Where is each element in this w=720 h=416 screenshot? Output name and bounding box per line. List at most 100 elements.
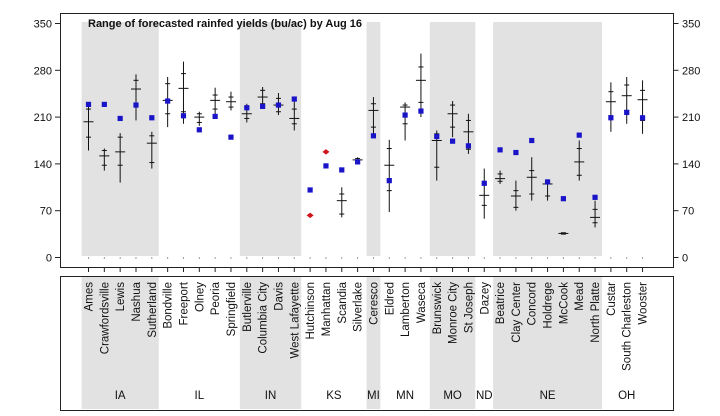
forecast-marker-blue — [212, 113, 218, 120]
site-label: Brunswick — [432, 282, 444, 335]
baseline-dot — [246, 257, 248, 259]
baseline-dot — [499, 257, 501, 259]
forecast-marker-blue — [449, 138, 456, 144]
state-label: MI — [367, 390, 380, 402]
forecast-marker-blue — [117, 115, 123, 122]
site-label: Mead — [574, 282, 586, 311]
forecast-marker-blue — [244, 105, 250, 111]
site-label: Dazey — [479, 282, 491, 315]
baseline-dot — [230, 257, 232, 259]
site-label: Holdrege — [543, 282, 555, 329]
site-label: McCook — [558, 282, 570, 324]
baseline-dot — [436, 257, 438, 259]
forecast-marker-blue — [544, 179, 551, 185]
baseline-dot — [451, 257, 454, 259]
forecast-marker-blue — [497, 147, 503, 153]
forecast-marker-red — [306, 212, 314, 219]
baseline-dot — [325, 257, 327, 259]
site-label: Manhattan — [321, 282, 333, 336]
site-label: St Joseph — [463, 282, 475, 333]
forecast-marker-blue — [307, 187, 313, 193]
state-label: MN — [396, 390, 414, 402]
y-tick-label-left: 210 — [34, 112, 52, 124]
site-label: West Lafayette — [289, 282, 301, 359]
baseline-dot — [531, 257, 533, 259]
forecast-marker-blue — [355, 159, 361, 165]
baseline-dot — [467, 257, 470, 259]
forecast-marker-blue — [149, 115, 155, 121]
baseline-dot — [578, 257, 580, 259]
forecast-marker-blue — [513, 149, 519, 156]
forecast-marker-blue — [639, 115, 646, 121]
forecast-marker-blue — [228, 134, 234, 140]
site-label: Butlerville — [242, 282, 254, 332]
state-band-ne — [493, 22, 602, 256]
forecast-marker-blue — [576, 132, 582, 138]
baseline-dot — [167, 257, 169, 259]
state-band-mi — [366, 22, 381, 256]
forecast-marker-blue — [624, 109, 630, 116]
baseline-dot — [87, 257, 90, 259]
site-label: Scandia — [337, 281, 349, 323]
state-label-band-in — [239, 277, 302, 409]
forecast-marker-blue — [529, 137, 535, 144]
plot-frame — [60, 13, 674, 268]
site-label: South Charleston — [622, 282, 634, 371]
baseline-dot — [103, 257, 105, 259]
forecast-marker-blue — [323, 163, 329, 169]
baseline-dot — [404, 257, 406, 259]
baseline-dot — [262, 257, 264, 259]
forecast-marker-blue — [481, 180, 487, 186]
forecast-marker-blue — [196, 127, 202, 133]
site-label: Nashua — [131, 281, 143, 321]
baseline-dot — [277, 257, 280, 259]
chart-title: Range of forecasted rainfed yields (bu/a… — [88, 18, 362, 30]
baseline-dot — [119, 257, 121, 259]
baseline-dot — [388, 257, 390, 259]
site-label: Columbia City — [258, 282, 270, 354]
baseline-dot — [214, 257, 216, 259]
forecast-marker-blue — [260, 103, 266, 110]
site-label: Silverlake — [353, 282, 365, 332]
site-label: Custar — [606, 282, 618, 316]
forecast-marker-blue — [418, 108, 424, 114]
y-tick-label-right: 280 — [682, 65, 700, 77]
site-label: Ames — [84, 282, 96, 312]
forecast-marker-blue — [339, 167, 345, 173]
baseline-dot — [594, 257, 596, 259]
baseline-dot — [641, 257, 644, 259]
forecast-marker-blue — [370, 133, 377, 139]
site-label: Ceresco — [368, 282, 380, 325]
label-frame — [60, 276, 674, 411]
site-label: Concord — [527, 282, 539, 325]
y-tick-label-left: 350 — [34, 19, 52, 31]
forecast-marker-blue — [180, 113, 187, 119]
forecast-marker-blue — [386, 178, 392, 184]
baseline-dot — [515, 257, 517, 259]
site-label: Crawfordsville — [99, 282, 111, 354]
site-label: Monroe City — [448, 282, 460, 344]
forecast-marker-blue — [402, 112, 408, 118]
baseline-dot — [372, 257, 375, 259]
state-label: KS — [326, 390, 342, 402]
site-label: North Platte — [590, 282, 602, 343]
y-tick-label-right: 0 — [682, 253, 688, 265]
state-label: IL — [195, 390, 205, 402]
y-tick-label-left: 70 — [40, 206, 52, 218]
state-label: OH — [618, 390, 635, 402]
baseline-dot — [546, 257, 549, 259]
site-label: Olney — [194, 282, 206, 312]
baseline-dot — [357, 257, 359, 259]
y-tick-label-right: 350 — [682, 19, 700, 31]
y-tick-label-left: 0 — [46, 253, 52, 265]
forecast-marker-blue — [465, 143, 472, 149]
forecast-marker-red — [322, 149, 330, 155]
forecast-marker-blue — [133, 102, 139, 108]
forecast-marker-blue — [592, 194, 598, 200]
baseline-dot — [135, 257, 137, 259]
site-label: Eldred — [384, 282, 396, 315]
baseline-dot — [626, 257, 628, 259]
site-label: Sutherland — [147, 282, 159, 338]
y-tick-label-right: 210 — [682, 112, 700, 124]
state-label-band-mi — [366, 277, 381, 409]
